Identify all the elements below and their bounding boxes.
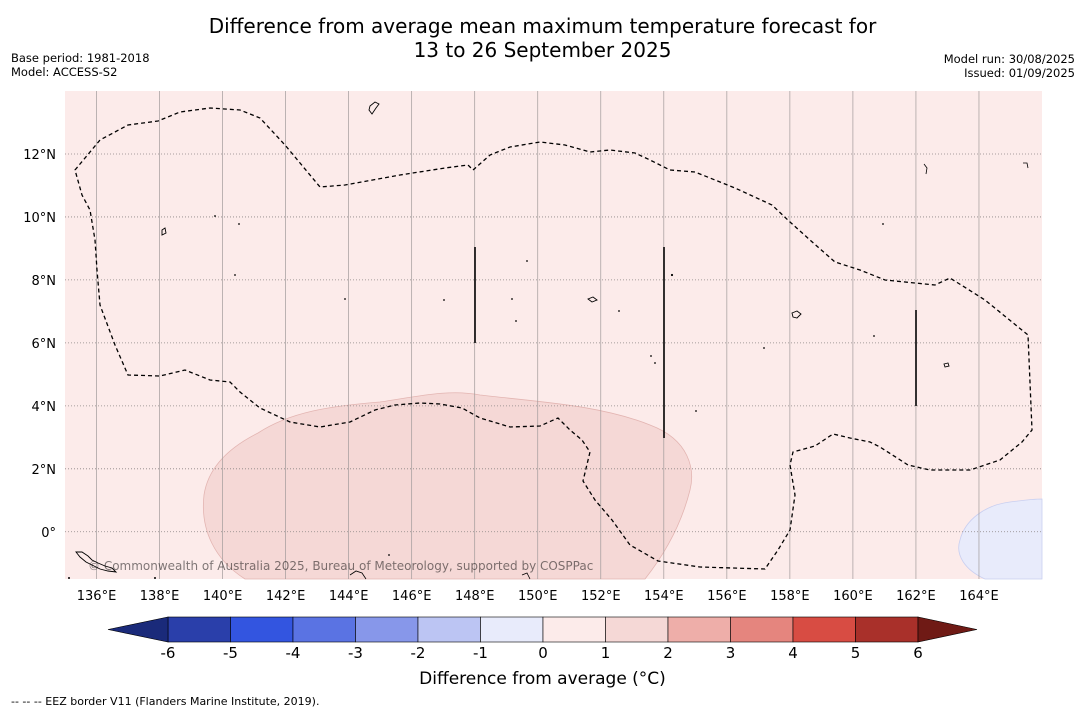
model-text: Model: ACCESS-S2 — [11, 65, 118, 79]
colorbar-segment — [792, 616, 856, 643]
colorbar-tick-labels: -6 -5 -4 -3 -2 -1 0 1 2 3 4 5 6 — [161, 644, 923, 662]
lat-tick-label: 12°N — [23, 148, 56, 163]
colorbar-segment — [542, 616, 606, 643]
colorbar-tick-label: -4 — [286, 644, 301, 662]
colorbar-segment — [855, 616, 919, 643]
island-guam — [368, 101, 380, 115]
colorbar-tick-label: -3 — [348, 644, 363, 662]
island-yap — [161, 227, 167, 236]
eez-border-north — [74, 107, 1033, 570]
colorbar-tick-label: 3 — [726, 644, 736, 662]
colorbar-high-extend — [917, 616, 978, 643]
meta-right: Model run: 30/08/2025 Issued: 01/09/2025 — [944, 52, 1075, 80]
base-period-text: Base period: 1981-2018 — [11, 51, 150, 65]
colorbar-tick-label: 2 — [663, 644, 673, 662]
island-chuuk — [587, 296, 598, 303]
lat-tick-label: 4°N — [32, 400, 57, 415]
eez-footnote: -- -- -- EEZ border V11 (Flanders Marine… — [11, 695, 320, 708]
island-atoll-1 — [923, 163, 928, 175]
longitude-labels: 136°E 138°E 140°E 142°E 144°E 146°E 148°E 150°E… — [77, 589, 999, 604]
lat-tick-label: 8°N — [32, 274, 57, 289]
lon-tick-label: 142°E — [266, 589, 306, 604]
island-kosrae — [943, 362, 950, 368]
colorbar-segment — [667, 616, 731, 643]
colorbar-tick-label: 4 — [788, 644, 798, 662]
colorbar-segment — [230, 616, 294, 643]
colorbar-tick-label: 5 — [851, 644, 861, 662]
lat-tick-label: 2°N — [32, 463, 57, 478]
title-line-1: Difference from average mean maximum tem… — [208, 14, 877, 38]
map-title: Difference from average mean maximum tem… — [0, 14, 1085, 62]
colorbar-tick-label: -1 — [473, 644, 488, 662]
colorbar-segment — [605, 616, 669, 643]
colorbar-segment — [292, 616, 356, 643]
lon-tick-label: 152°E — [581, 589, 621, 604]
colorbar-label: Difference from average (°C) — [419, 669, 666, 689]
lat-tick-label: 0° — [41, 526, 56, 541]
eez-border-layer — [74, 107, 1033, 570]
colorbar-segment — [480, 616, 544, 643]
lon-tick-label: 146°E — [392, 589, 432, 604]
colorbar-tick-label: -5 — [223, 644, 238, 662]
lon-tick-label: 160°E — [833, 589, 873, 604]
zone-divider-lines — [474, 247, 917, 438]
lon-tick-label: 140°E — [203, 589, 243, 604]
island-manus — [521, 572, 531, 580]
lon-tick-label: 150°E — [518, 589, 558, 604]
small-islets — [68, 215, 884, 579]
island-enewetak — [1023, 162, 1029, 169]
title-line-2: 13 to 26 September 2025 — [413, 38, 672, 62]
colorbar-segment — [167, 616, 231, 643]
model-run-text: Model run: 30/08/2025 — [943, 52, 1075, 66]
colorbar-segment — [730, 616, 794, 643]
colorbar — [107, 616, 978, 643]
lon-tick-label: 136°E — [77, 589, 117, 604]
island-new-guinea-coast — [75, 551, 118, 573]
colorbar-segment — [417, 616, 481, 643]
colorbar-tick-label: 0 — [538, 644, 548, 662]
colorbar-segment — [355, 616, 419, 643]
colorbar-tick-label: 6 — [913, 644, 923, 662]
lon-tick-label: 158°E — [770, 589, 810, 604]
anomaly-layer — [202, 392, 1043, 580]
anomaly-region-neg1-to-0 — [958, 498, 1043, 580]
islands-layer — [68, 101, 1029, 580]
colorbar-tick-label: 1 — [601, 644, 611, 662]
island-pohnpei — [791, 310, 802, 319]
lat-tick-label: 10°N — [23, 211, 56, 226]
lon-tick-label: 156°E — [707, 589, 747, 604]
anomaly-region-1-to-2 — [202, 392, 692, 580]
lon-tick-label: 164°E — [959, 589, 999, 604]
colorbar-tick-label: -6 — [161, 644, 176, 662]
lon-tick-label: 144°E — [329, 589, 369, 604]
lon-tick-label: 154°E — [644, 589, 684, 604]
lon-tick-label: 162°E — [896, 589, 936, 604]
lat-tick-label: 6°N — [32, 337, 57, 352]
lon-tick-label: 148°E — [455, 589, 495, 604]
colorbar-tick-label: -2 — [411, 644, 426, 662]
copyright-text: © Commonwealth of Australia 2025, Bureau… — [88, 559, 593, 573]
colorbar-low-extend — [107, 616, 169, 643]
meta-left: Base period: 1981-2018 Model: ACCESS-S2 — [11, 51, 150, 79]
lon-tick-label: 138°E — [140, 589, 180, 604]
island-north-png — [349, 570, 367, 580]
latitude-labels: 12°N 10°N 8°N 6°N 4°N 2°N 0° — [23, 148, 56, 541]
issued-text: Issued: 01/09/2025 — [964, 66, 1075, 80]
